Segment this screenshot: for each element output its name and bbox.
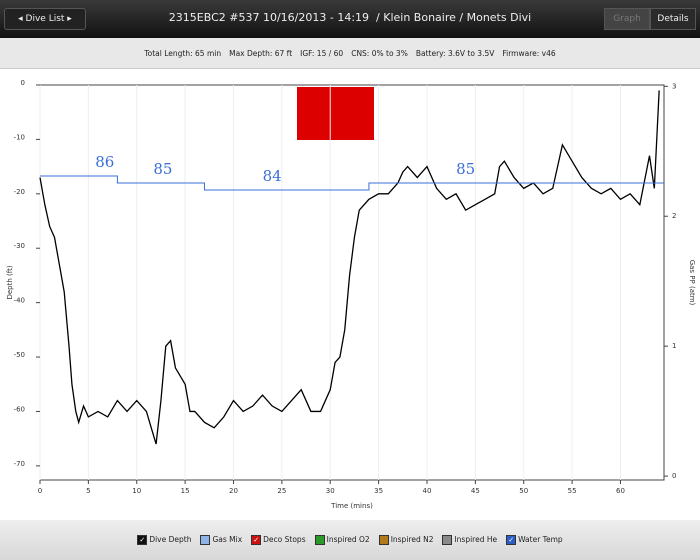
checkbox[interactable]	[442, 535, 453, 545]
chart: 0 5 10 15 20 25 30 35 40 45 50 55 600-10-20-30-40-50…	[0, 69, 700, 520]
legend-label: Dive Depth	[149, 535, 192, 544]
back-button[interactable]: ◂ Dive List ▸	[4, 8, 86, 30]
y2-tick-label: 0	[672, 472, 676, 480]
x-tick-label: 25	[277, 487, 286, 495]
info-item: Battery: 3.6V to 3.5V	[415, 48, 495, 58]
legend: ✓ Dive Depth Gas Mix ✓ Deco Stops Inspired O2…	[0, 520, 700, 560]
y-tick-label: -10	[14, 133, 25, 141]
info-item: Firmware: v46	[502, 48, 556, 58]
y-tick-label: 0	[21, 79, 25, 87]
x-tick-label: 60	[616, 487, 625, 495]
y2-tick-label: 2	[672, 212, 676, 220]
legend-label: Gas Mix	[212, 535, 243, 544]
back-label: Dive List	[25, 14, 65, 24]
y-tick-label: -30	[14, 242, 25, 250]
x-axis-label: Time (mins)	[330, 502, 373, 510]
legend-label: Deco Stops	[263, 535, 306, 544]
x-tick-label: 35	[374, 487, 383, 495]
temp-label: 86	[95, 153, 114, 171]
temp-label: 85	[153, 160, 172, 178]
x-tick-label: 30	[326, 487, 335, 495]
y-axis-label: Depth (ft)	[6, 265, 14, 299]
checkbox[interactable]	[200, 535, 211, 545]
x-tick-label: 0	[38, 487, 42, 495]
temp-label: 84	[263, 167, 282, 185]
deco-marker	[297, 87, 374, 140]
legend-label: Inspired N2	[390, 535, 434, 544]
y-tick-label: -60	[14, 405, 25, 413]
legend-item[interactable]: Inspired O2	[314, 535, 370, 545]
legend-item[interactable]: Gas Mix	[200, 535, 242, 545]
info-item: Max Depth: 67 ft	[229, 48, 293, 58]
checkbox[interactable]: ✓	[506, 535, 517, 545]
legend-item[interactable]: Inspired He	[442, 535, 497, 545]
legend-label: Inspired He	[454, 535, 498, 544]
checkbox[interactable]: ✓	[137, 535, 148, 545]
x-tick-label: 55	[568, 487, 577, 495]
x-tick-label: 10	[132, 487, 141, 495]
y2-tick-label: 3	[672, 82, 676, 90]
temp-line	[40, 175, 664, 191]
x-tick-label: 50	[519, 487, 528, 495]
legend-item[interactable]: Inspired N2	[378, 535, 434, 545]
checkbox[interactable]: ✓	[251, 535, 262, 545]
info-item: IGF: 15 / 60	[300, 48, 344, 58]
chart-bg	[0, 69, 700, 520]
tabs: Graph Details	[604, 8, 696, 30]
legend-item[interactable]: ✓ Water Temp	[506, 535, 563, 545]
y-tick-label: -50	[14, 351, 25, 359]
legend-label: Inspired O2	[326, 535, 370, 544]
y2-axis-label: Gas PP (atm)	[688, 260, 696, 306]
info-item: Total Length: 65 min	[144, 48, 222, 58]
dive-title: 2315EBC2 #537 10/16/2013 - 14:19 / Klein…	[168, 11, 532, 24]
info-bar: Total Length: 65 min Max Depth: 67 ft IGF:…	[0, 38, 700, 69]
y-tick-label: -70	[14, 460, 25, 468]
temp-label: 85	[456, 160, 475, 178]
toolbar: ◂ Dive List ▸ 2315EBC2 #537 10/16/2013 -…	[0, 0, 700, 38]
x-tick-label: 5	[86, 487, 90, 495]
info-item: CNS: 0% to 3%	[351, 48, 408, 58]
x-tick-label: 20	[229, 487, 238, 495]
checkbox[interactable]	[314, 535, 325, 545]
depth-line	[39, 90, 660, 445]
checkbox[interactable]	[378, 535, 389, 545]
legend-item[interactable]: ✓ Dive Depth	[137, 535, 191, 545]
tab[interactable]: Details	[650, 8, 696, 30]
legend-label: Water Temp	[518, 535, 563, 544]
x-tick-label: 40	[423, 487, 432, 495]
y-tick-label: -20	[14, 188, 25, 196]
x-tick-label: 15	[181, 487, 190, 495]
y2-tick-label: 1	[672, 342, 676, 350]
legend-item[interactable]: ✓ Deco Stops	[251, 535, 306, 545]
x-tick-label: 45	[471, 487, 480, 495]
y-tick-label: -40	[14, 297, 25, 305]
tab[interactable]: Graph	[604, 8, 650, 30]
